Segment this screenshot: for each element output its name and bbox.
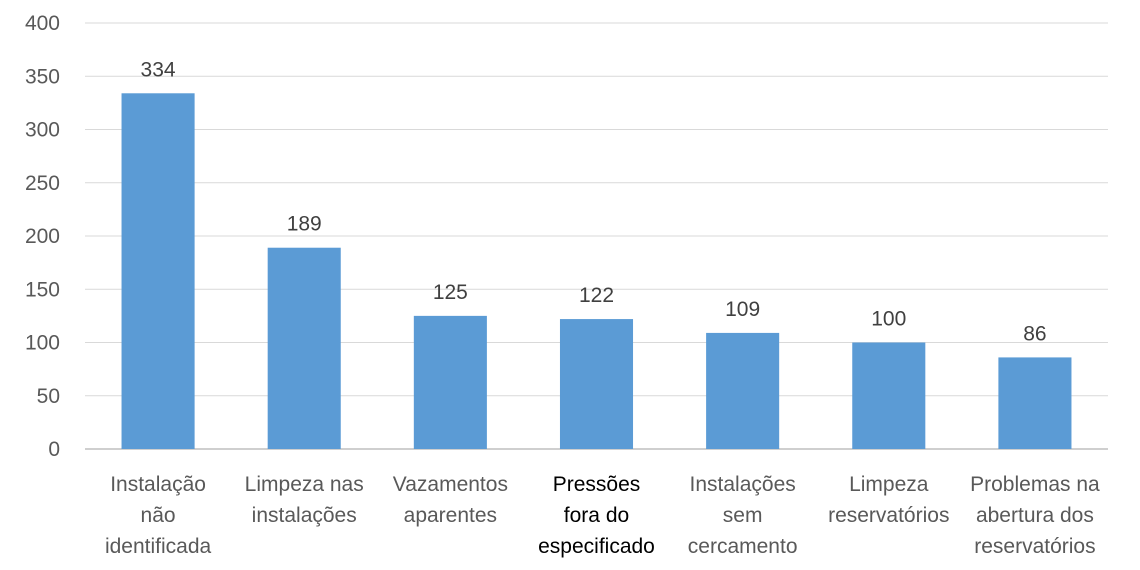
y-tick-label: 50 — [37, 385, 60, 408]
x-category-label: Instalação não identificada — [105, 473, 212, 558]
bar — [267, 247, 341, 449]
x-category-label: Instalações sem cercamento — [688, 473, 798, 558]
data-label: 125 — [433, 281, 468, 304]
data-label: 109 — [725, 298, 760, 321]
gridlines — [85, 22, 1108, 450]
y-tick-label: 200 — [25, 225, 60, 248]
y-tick-label: 250 — [25, 172, 60, 195]
bar — [998, 357, 1072, 449]
x-category-label: Vazamentos aparentes — [393, 473, 508, 527]
bar — [121, 93, 195, 449]
x-category-label: Limpeza nas instalações — [245, 473, 364, 527]
y-tick-label: 350 — [25, 65, 60, 88]
data-label: 189 — [287, 213, 322, 236]
y-tick-label: 150 — [25, 278, 60, 301]
data-label: 86 — [1023, 322, 1046, 345]
data-label: 334 — [141, 58, 176, 81]
y-axis-tick-labels: 0 50 100 150 200 250 300 350 400 — [25, 12, 60, 461]
y-tick-label: 300 — [25, 119, 60, 142]
x-category-label: Problemas na abertura dos reservatórios — [970, 473, 1100, 558]
bar — [852, 342, 926, 449]
x-category-label: Limpeza reservatórios — [828, 473, 949, 527]
data-labels: 334 189 125 122 109 100 86 — [141, 58, 1047, 345]
data-label: 122 — [579, 284, 614, 307]
x-axis-category-labels: Instalação não identificada Limpeza nas inst… — [105, 473, 1100, 558]
y-tick-label: 0 — [48, 438, 60, 461]
x-category-label: Pressões fora do especificado — [538, 473, 655, 558]
bar — [413, 315, 487, 449]
y-tick-label: 100 — [25, 332, 60, 355]
y-tick-label: 400 — [25, 12, 60, 35]
data-label: 100 — [871, 308, 906, 331]
bar — [559, 319, 634, 449]
bars — [121, 93, 1072, 449]
bar — [706, 332, 780, 449]
